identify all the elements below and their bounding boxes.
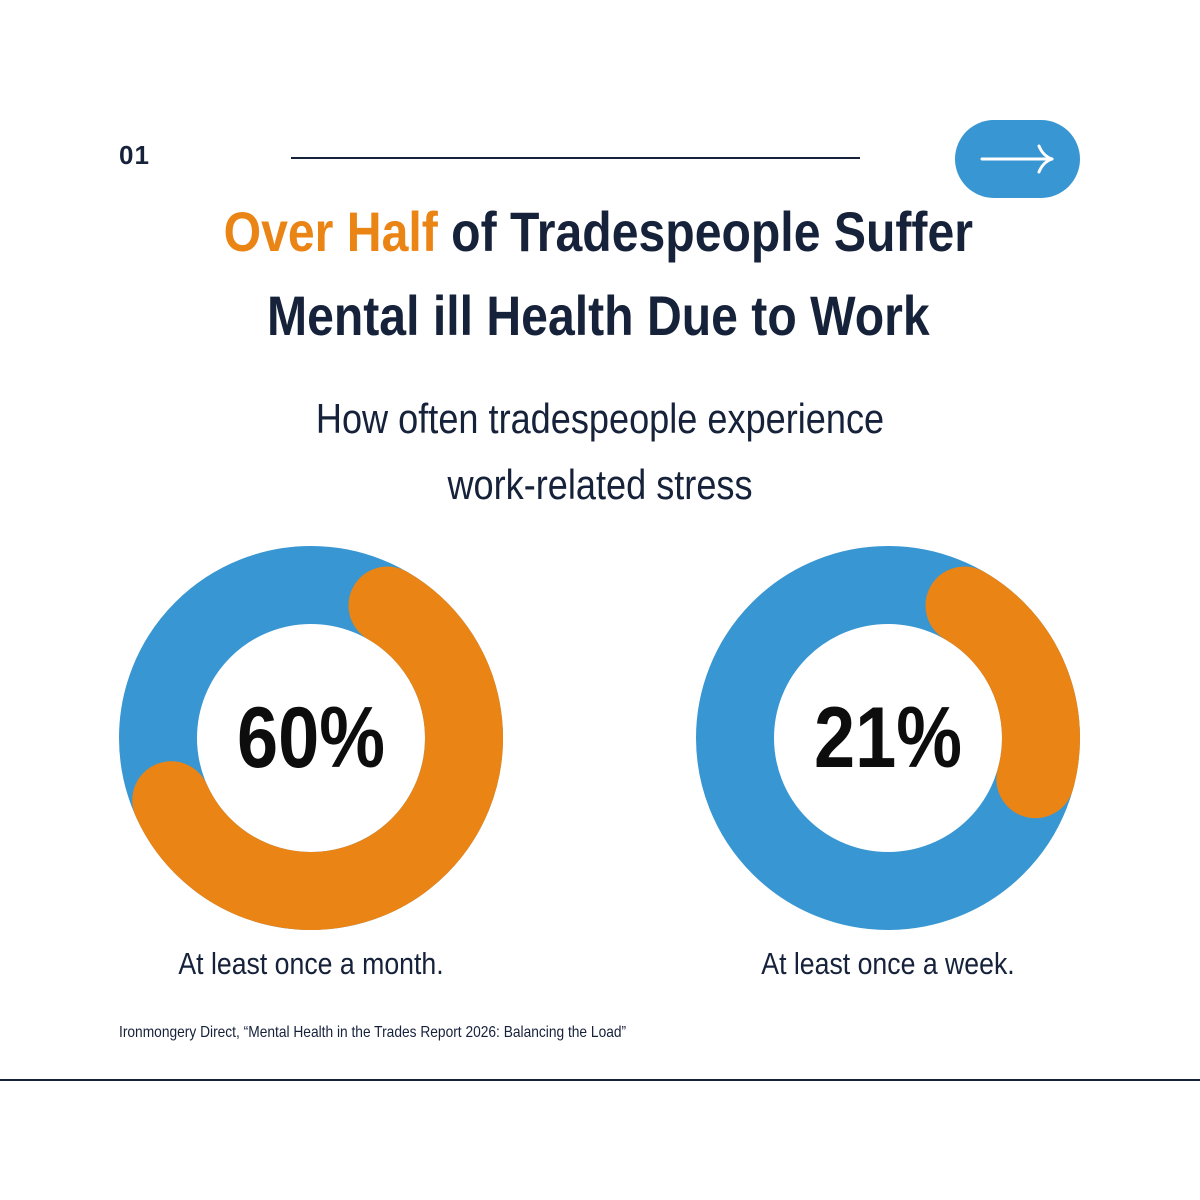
subtitle-line-2: work-related stress [447, 461, 753, 508]
footer-divider [0, 1079, 1200, 1081]
donut-monthly-svg [119, 546, 503, 930]
page-number: 01 [119, 140, 150, 170]
arrow-right-icon [980, 144, 1054, 174]
headline-line-2: Mental ill Health Due to Work [266, 284, 930, 347]
donut-weekly-svg [696, 546, 1080, 930]
donut-caption-monthly: At least once a month. [178, 946, 444, 981]
headline-line-1: Over Half of Tradespeople Suffer [82, 190, 1114, 274]
donut-value-arc [925, 566, 1080, 819]
headline: Over Half of Tradespeople Suffer Mental … [82, 190, 1114, 358]
donut-value-weekly: 21% [813, 690, 963, 786]
donut-chart-weekly: 21% [696, 546, 1080, 930]
header-divider [291, 157, 860, 159]
donut-value-arc [132, 566, 503, 930]
donut-caption-weekly: At least once a week. [761, 946, 1015, 981]
next-button[interactable] [955, 120, 1080, 198]
source-citation: Ironmongery Direct, “Mental Health in th… [119, 1024, 627, 1041]
subtitle: How often tradespeople experience work-r… [84, 386, 1116, 518]
subtitle-line-1: How often tradespeople experience [315, 395, 885, 442]
donut-value-monthly: 60% [236, 690, 386, 786]
headline-accent: Over Half [223, 200, 438, 263]
headline-rest: of Tradespeople Suffer [437, 200, 973, 263]
donut-chart-monthly: 60% [119, 546, 503, 930]
